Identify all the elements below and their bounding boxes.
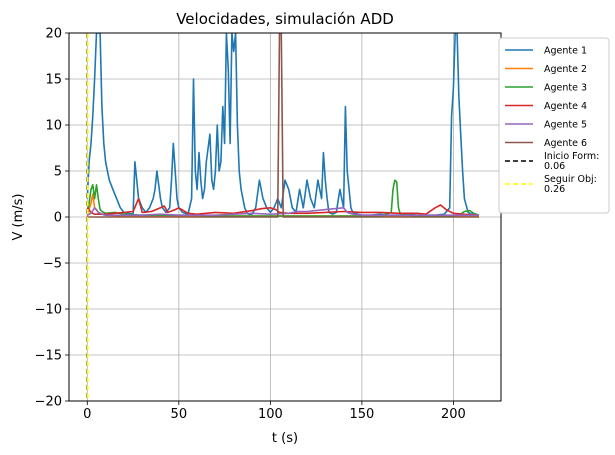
legend-label: Inicio Form: 0.06: [544, 151, 599, 172]
series-group: [86, 33, 480, 401]
x-tick-label: 50: [171, 407, 188, 422]
y-tick-label: 10: [45, 119, 62, 134]
chart-title: Velocidades, simulación ADD: [176, 10, 394, 28]
x-axis-label: t (s): [272, 431, 298, 446]
x-tick-label: 200: [441, 407, 466, 422]
legend-label: Agente 3: [544, 83, 587, 94]
series-line-4: [86, 197, 480, 216]
y-tick-label: 20: [45, 27, 62, 42]
y-tick-label: 5: [54, 165, 62, 180]
legend-label: Agente 2: [544, 64, 587, 75]
y-tick-label: 15: [45, 73, 62, 88]
y-tick-label: −20: [35, 395, 62, 410]
x-tick-label: 100: [258, 407, 283, 422]
legend-box: [498, 37, 610, 214]
series-line-3: [86, 179, 480, 217]
y-tick-label: −15: [35, 349, 62, 364]
legend: Agente 1 Agente 2 Agente 3 Agente 4 Agente 5…: [498, 37, 610, 214]
legend-label: Agente 1: [544, 46, 587, 57]
y-tick-label: −10: [35, 303, 62, 318]
x-tick-label: 0: [83, 407, 91, 422]
y-tick-label: −5: [43, 257, 62, 272]
y-tick-label: 0: [54, 211, 62, 226]
series-line-6: [87, 33, 479, 218]
x-tick-label: 150: [349, 407, 374, 422]
legend-label: Agente 6: [544, 138, 587, 149]
axis-ticks: 0 50 100 150 200 −20 −15 −10 −5 0 5 10 15 20: [35, 27, 466, 423]
legend-label: Seguir Obj: 0.26: [544, 174, 597, 195]
legend-label: Agente 4: [544, 101, 587, 112]
legend-label: Agente 5: [544, 120, 587, 131]
y-axis-label: V (m/s): [11, 194, 26, 241]
series-line-5: [86, 207, 479, 216]
